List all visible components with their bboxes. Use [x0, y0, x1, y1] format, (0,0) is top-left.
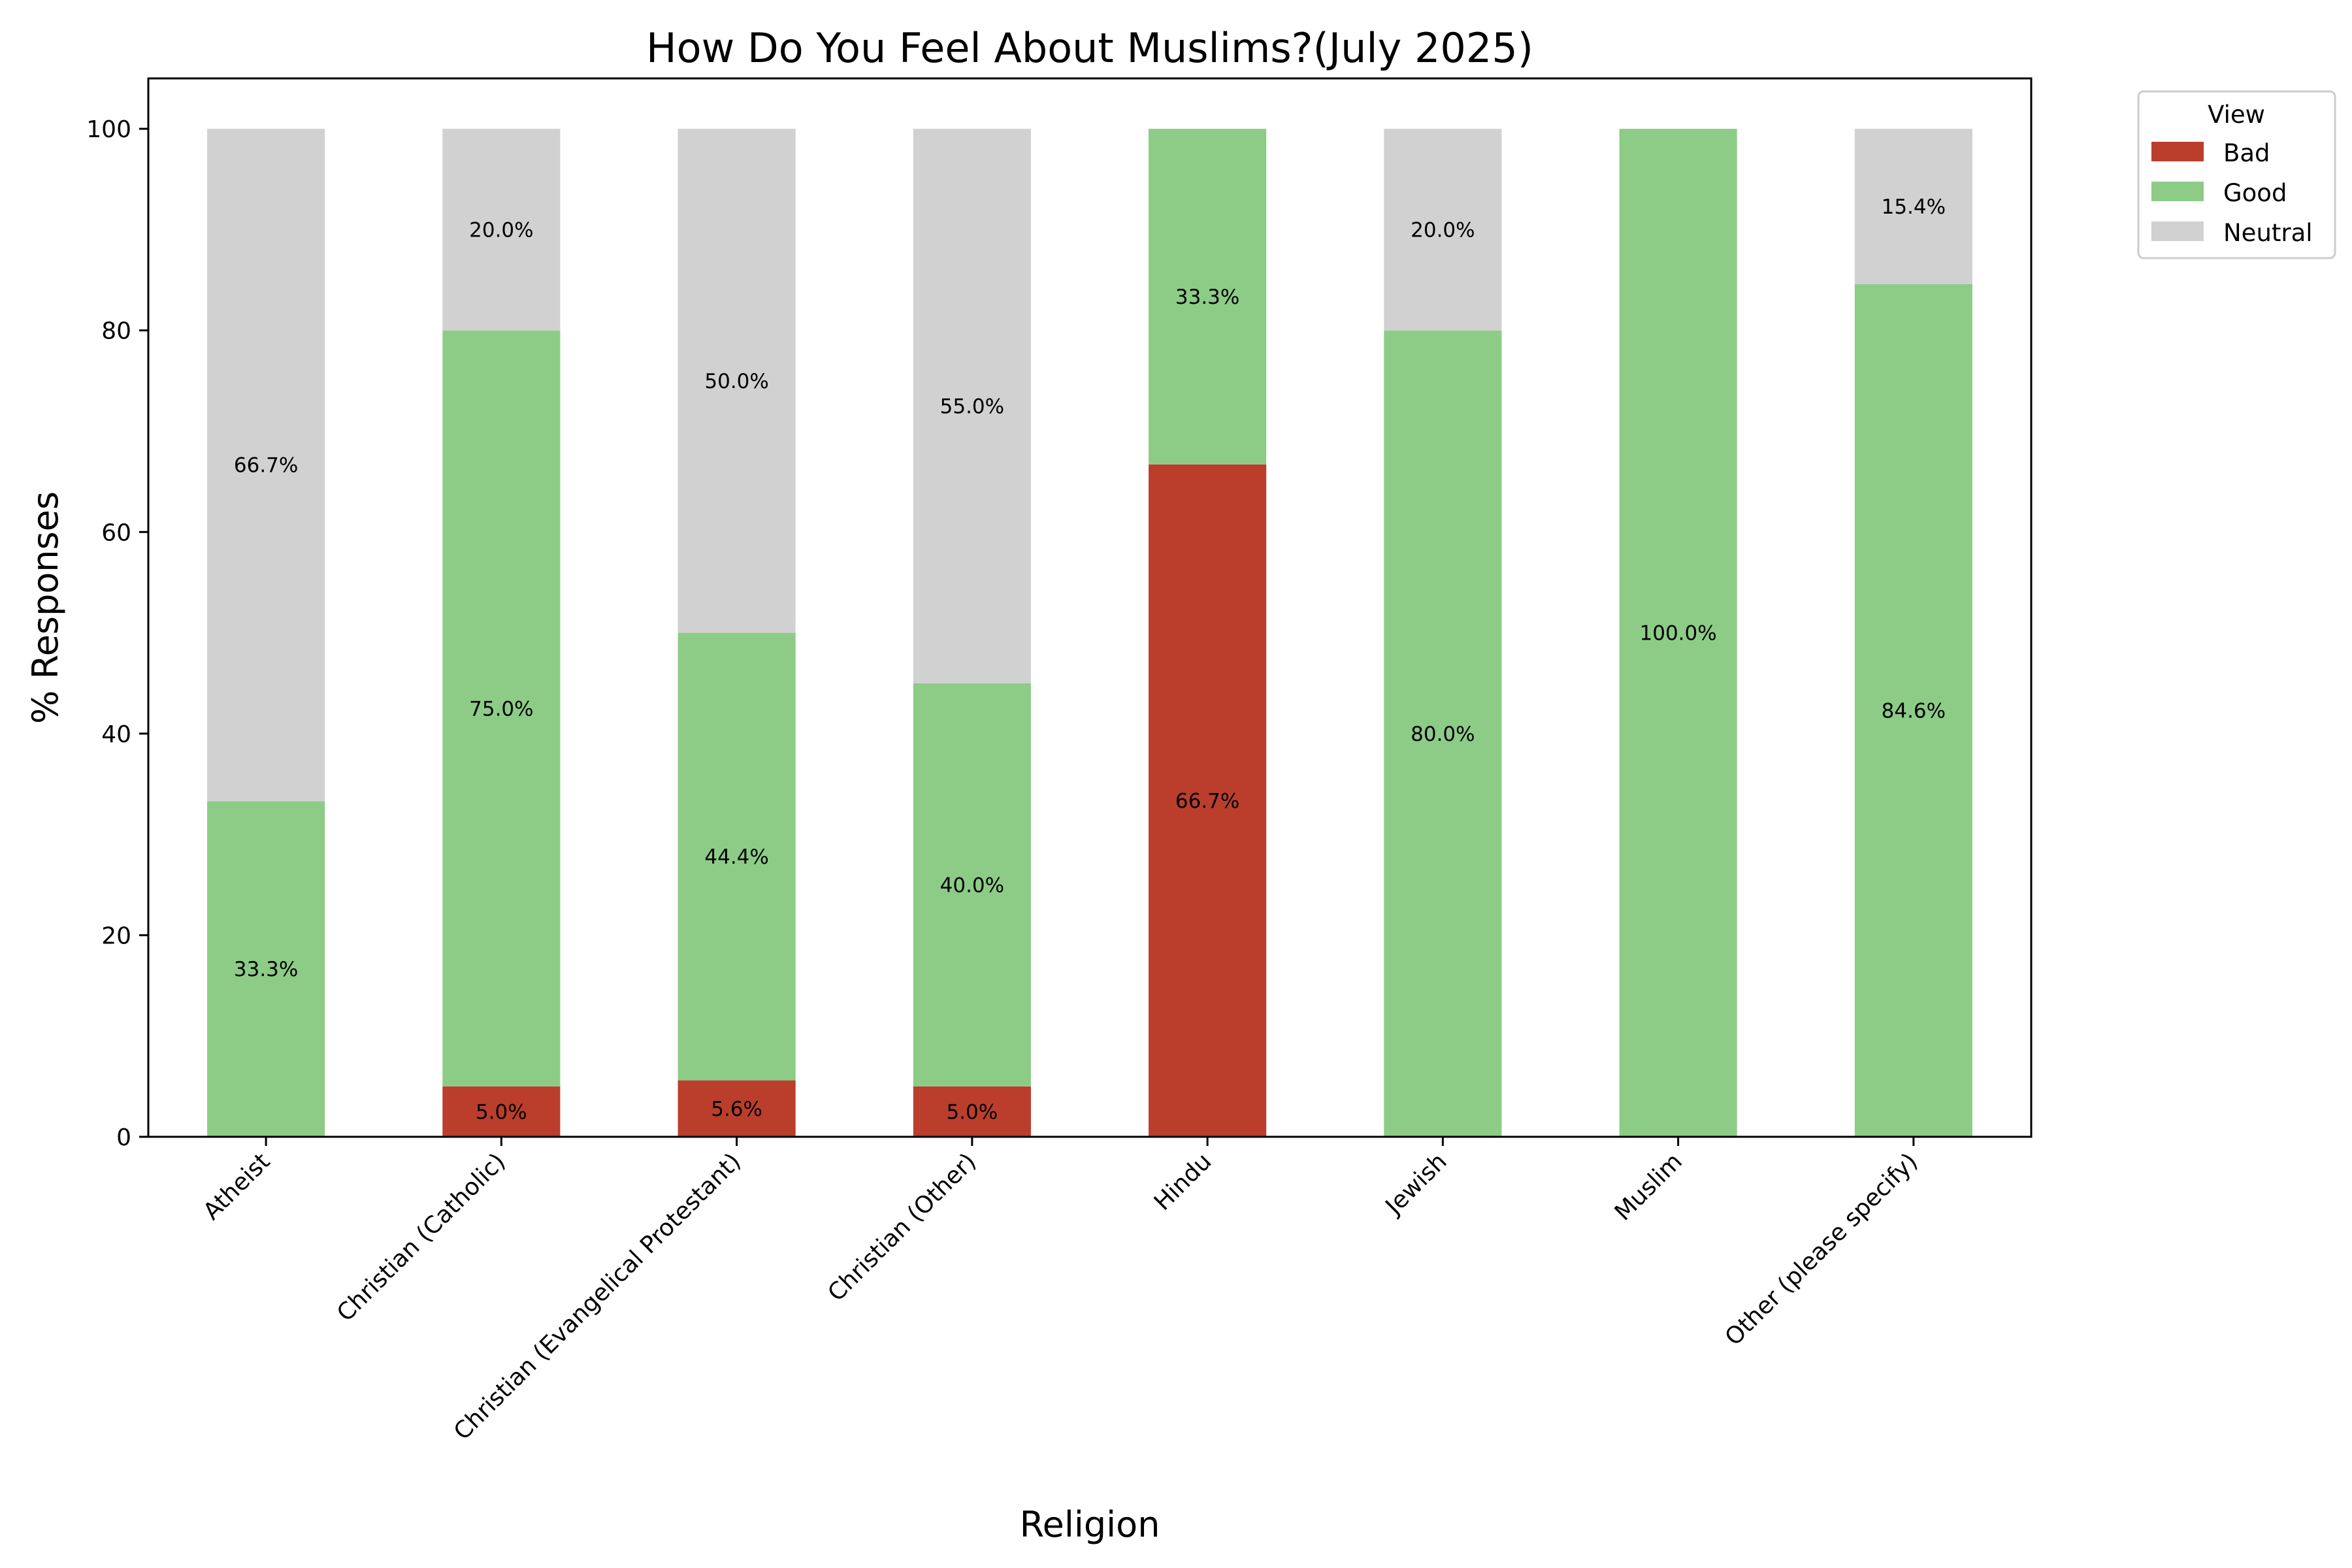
y-axis: 0 20 40 60 80 100 — [86, 116, 148, 1151]
legend-title: View — [2208, 101, 2265, 129]
legend: View Bad Good Neutral — [2137, 90, 2336, 259]
legend-frame — [2137, 90, 2336, 259]
data-label-neutral-0: 66.7% — [234, 454, 298, 478]
bar-segment-bad-3 — [913, 1086, 1031, 1137]
bar-segment-neutral-3 — [913, 129, 1031, 683]
x-tick-label: Muslim — [1610, 1148, 1688, 1226]
bar-segment-good-7 — [1854, 284, 1972, 1137]
bar-segment-bad-1 — [442, 1086, 561, 1137]
legend-items: Bad Good Neutral — [2151, 139, 2313, 247]
data-label-good-2: 44.4% — [704, 845, 768, 869]
x-tick-label: Hindu — [1149, 1148, 1217, 1216]
legend-label-good: Good — [2223, 179, 2287, 207]
bar-segment-good-5 — [1384, 330, 1502, 1137]
bar-segment-neutral-0 — [207, 129, 325, 802]
bar-segment-neutral-7 — [1854, 129, 1972, 284]
data-label-good-3: 40.0% — [940, 874, 1004, 897]
y-tick-label: 0 — [116, 1124, 131, 1151]
data-label-good-5: 80.0% — [1411, 723, 1475, 746]
bar-segment-good-3 — [913, 683, 1031, 1086]
legend-swatch-good — [2151, 182, 2204, 201]
x-axis-title: Religion — [1020, 1504, 1160, 1545]
data-label-bad-2: 5.6% — [711, 1098, 762, 1121]
y-tick-label: 80 — [101, 318, 131, 345]
plot-area-frame — [147, 77, 2033, 1138]
bar-segment-bad-2 — [678, 1080, 796, 1137]
data-label-good-1: 75.0% — [469, 697, 533, 721]
data-label-good-0: 33.3% — [234, 958, 298, 981]
legend-label-bad: Bad — [2223, 139, 2270, 167]
y-axis-title: % Responses — [25, 491, 66, 724]
x-tick-label: Jewish — [1380, 1148, 1452, 1220]
bar-segment-good-2 — [678, 632, 796, 1081]
bar-segment-good-6 — [1619, 129, 1737, 1137]
x-tick-label: Atheist — [198, 1148, 275, 1225]
data-label-neutral-1: 20.0% — [469, 218, 533, 242]
bars-layer — [207, 129, 1972, 1137]
data-label-neutral-2: 50.0% — [704, 370, 768, 393]
data-label-neutral-3: 55.0% — [940, 395, 1004, 418]
x-tick-label: Christian (Other) — [823, 1148, 982, 1307]
x-tick-label: Christian (Catholic) — [332, 1148, 511, 1327]
data-label-bad-1: 5.0% — [476, 1100, 527, 1124]
data-label-neutral-7: 15.4% — [1882, 195, 1946, 219]
data-label-good-7: 84.6% — [1882, 699, 1946, 723]
bar-segment-bad-4 — [1149, 464, 1267, 1137]
bar-segment-neutral-2 — [678, 129, 796, 633]
y-tick-label: 100 — [86, 116, 131, 143]
x-axis: Atheist Christian (Catholic)Christian (Ev… — [198, 1137, 1923, 1445]
data-labels-layer: 33.3% 66.7% 5.0% 75.0% 20.0% 5.6% 44.4% 50.0% 5.… — [234, 195, 1946, 1124]
chart-title: How Do You Feel About Muslims?(July 2025… — [646, 24, 1533, 72]
x-tick-label: Other (please specify) — [1720, 1148, 1923, 1350]
bar-segment-good-0 — [207, 801, 325, 1137]
bar-segment-neutral-1 — [442, 129, 561, 331]
data-label-neutral-5: 20.0% — [1411, 218, 1475, 242]
y-tick-label: 40 — [101, 721, 131, 748]
data-label-bad-4: 66.7% — [1175, 789, 1239, 813]
y-tick-label: 60 — [101, 519, 131, 546]
bar-segment-good-1 — [442, 330, 561, 1086]
y-tick-label: 20 — [101, 923, 131, 949]
x-tick-label: Christian (Evangelical Protestant) — [449, 1148, 746, 1445]
data-label-good-6: 100.0% — [1640, 622, 1717, 645]
bar-segment-neutral-5 — [1384, 129, 1502, 331]
legend-swatch-neutral — [2151, 221, 2204, 241]
legend-label-neutral: Neutral — [2223, 219, 2313, 247]
legend-swatch-bad — [2151, 142, 2204, 161]
bar-segment-good-4 — [1149, 129, 1267, 465]
data-label-good-4: 33.3% — [1175, 286, 1239, 309]
data-label-bad-3: 5.0% — [946, 1100, 998, 1124]
